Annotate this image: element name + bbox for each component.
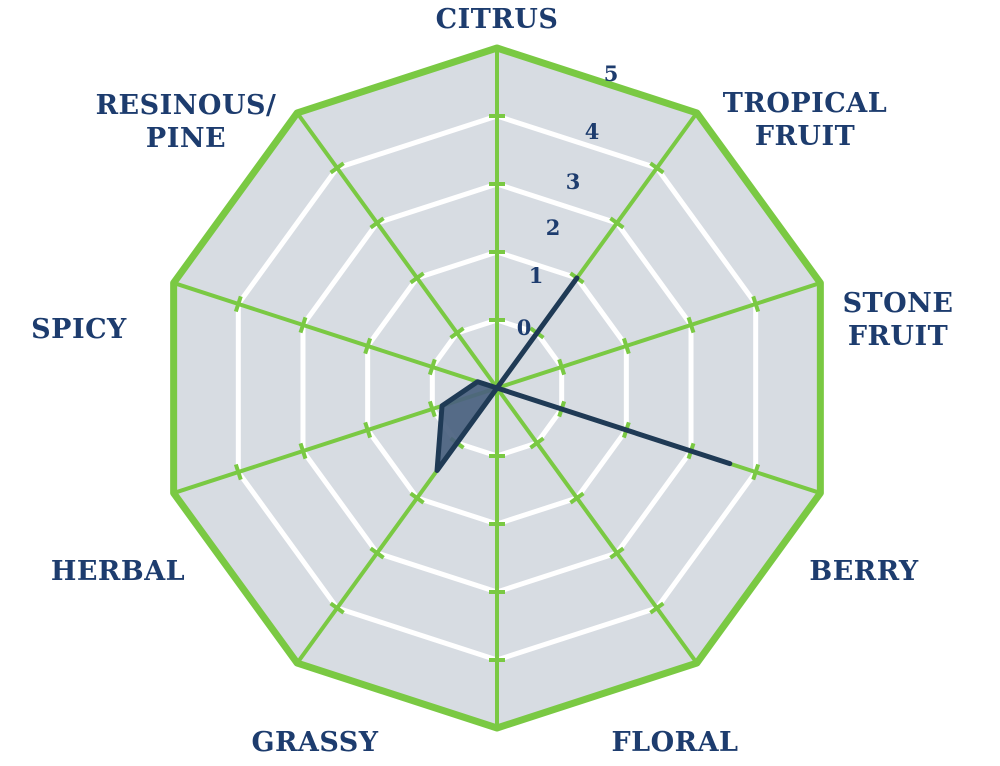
scale-label-3: 3	[566, 169, 581, 194]
axis-label-spicy: SPICY	[31, 314, 127, 345]
axis-label-floral: FLORAL	[611, 727, 738, 758]
scale-label-5: 5	[604, 61, 619, 86]
axis-tick-7-2	[363, 421, 373, 439]
axis-tick-3-4	[751, 463, 761, 481]
axis-tick-1-4	[649, 161, 665, 175]
axis-tick-1-3	[609, 216, 625, 230]
axis-tick-6-4	[329, 601, 345, 615]
scale-label-2: 2	[546, 215, 561, 240]
axis-tick-2-1	[557, 358, 567, 376]
axis-tick-6-3	[369, 546, 385, 560]
axis-label-resinous-pine-line2: PINE	[146, 123, 226, 154]
axis-label-tropical-fruit-line2: FRUIT	[755, 121, 855, 152]
axis-spoke-9	[295, 111, 499, 390]
series-polygon	[434, 275, 733, 474]
axis-label-resinous-pine: RESINOUS/	[96, 90, 277, 121]
scale-labels: 0 1 2 3 4 5	[517, 61, 619, 340]
scale-label-0: 0	[517, 315, 532, 340]
axis-spoke-8	[173, 281, 498, 390]
axis-tick-9-2	[409, 271, 425, 285]
axis-tick-2-3	[686, 316, 696, 334]
axis-tick-9-3	[369, 216, 385, 230]
axis-label-citrus: CITRUS	[436, 4, 559, 35]
axis-tick-2-4	[751, 295, 761, 313]
scale-label-1: 1	[529, 263, 544, 288]
category-labels: CITRUS TROPICAL FRUIT STONE FRUIT BERRY …	[31, 4, 953, 758]
axis-tick-7-1	[427, 400, 437, 418]
axis-tick-4-2	[569, 491, 585, 505]
axis-tick-4-3	[609, 546, 625, 560]
axis-ticks	[233, 114, 761, 662]
axis-tick-7-3	[298, 442, 308, 460]
axis-spoke-2	[496, 281, 821, 390]
axis-label-herbal: HERBAL	[51, 556, 185, 587]
axis-label-tropical-fruit: TROPICAL	[723, 88, 887, 119]
axis-tick-6-2	[409, 491, 425, 505]
axis-label-stone-fruit: STONE	[843, 288, 954, 319]
axis-label-grassy: GRASSY	[251, 727, 378, 758]
axis-tick-2-2	[621, 337, 631, 355]
axis-tick-7-4	[233, 463, 243, 481]
axis-label-stone-fruit-line2: FRUIT	[848, 321, 948, 352]
axis-tick-9-4	[329, 161, 345, 175]
axis-tick-8-4	[233, 295, 243, 313]
axis-tick-9-1	[449, 326, 465, 340]
axis-tick-8-1	[427, 358, 437, 376]
axis-tick-4-4	[649, 601, 665, 615]
axis-label-berry: BERRY	[809, 556, 918, 587]
axis-tick-4-1	[529, 436, 545, 450]
axis-tick-8-3	[298, 316, 308, 334]
axis-spoke-4	[495, 386, 699, 665]
axis-tick-8-2	[363, 337, 373, 355]
scale-label-4: 4	[585, 119, 600, 144]
